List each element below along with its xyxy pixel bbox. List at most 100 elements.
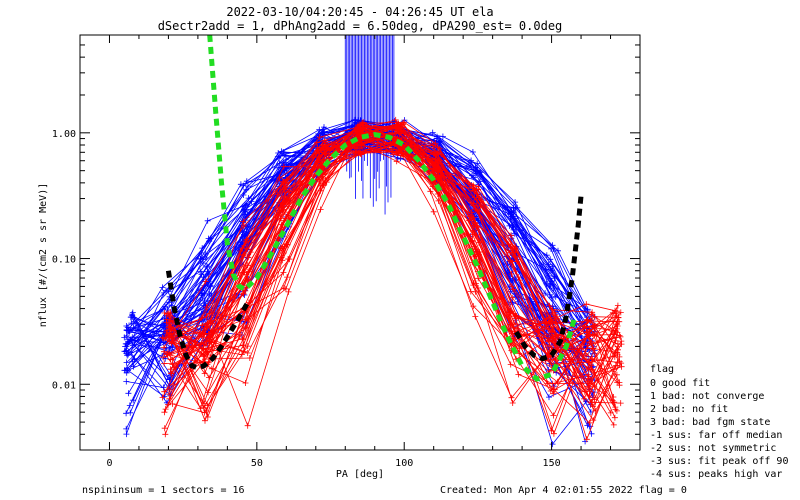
legend-entry: -4 sus: peaks high var — [650, 469, 782, 480]
data-point-marker — [618, 360, 625, 367]
data-point-marker — [516, 277, 523, 284]
data-point-marker — [354, 142, 361, 149]
data-point-marker — [511, 324, 517, 331]
data-point-marker — [128, 320, 135, 327]
data-point-marker — [160, 384, 167, 391]
data-point-marker — [555, 247, 561, 254]
data-point-marker — [167, 366, 174, 373]
data-point-marker — [474, 202, 481, 209]
data-point-marker — [160, 354, 167, 361]
data-point-marker — [470, 303, 477, 310]
data-point-marker — [400, 120, 406, 127]
data-point-marker — [516, 350, 523, 357]
data-point-marker — [243, 285, 250, 292]
data-point-marker — [551, 275, 558, 282]
data-point-marker — [201, 290, 208, 297]
data-point-marker — [465, 162, 472, 169]
data-point-marker — [240, 218, 247, 225]
data-point-marker — [240, 203, 246, 210]
data-point-marker — [430, 208, 437, 215]
data-point-marker — [161, 360, 168, 367]
data-point-marker — [470, 280, 477, 286]
data-point-marker — [427, 188, 434, 195]
data-point-marker — [284, 274, 291, 281]
y-tick-label: 0.01 — [52, 380, 76, 391]
data-point-marker — [354, 127, 361, 134]
data-point-marker — [549, 310, 556, 317]
data-point-marker — [547, 281, 554, 287]
data-point-marker — [203, 313, 210, 320]
data-point-marker — [169, 361, 176, 368]
data-point-marker — [205, 270, 212, 277]
data-point-marker — [476, 168, 483, 175]
data-point-marker — [508, 394, 515, 401]
data-point-marker — [469, 185, 476, 192]
data-point-marker — [545, 352, 552, 359]
data-point-marker — [548, 294, 555, 301]
data-trace — [127, 129, 591, 427]
data-point-marker — [161, 388, 168, 395]
data-point-marker — [166, 395, 173, 402]
data-point-marker — [512, 199, 519, 206]
y-axis-title: nflux [#/(cm2 s sr MeV)] — [38, 183, 49, 328]
data-point-marker — [511, 244, 518, 251]
data-point-marker — [161, 310, 168, 316]
data-point-marker — [439, 133, 446, 140]
legend-entry: -3 sus: fit peak off 90 — [650, 456, 788, 467]
data-point-marker — [587, 366, 593, 373]
data-point-marker — [204, 352, 211, 358]
data-point-marker — [469, 149, 476, 155]
data-point-marker — [316, 134, 323, 141]
legend-title: flag — [650, 364, 674, 375]
data-point-marker — [397, 155, 404, 162]
data-point-marker — [285, 288, 292, 295]
data-point-marker — [205, 330, 212, 337]
data-point-marker — [317, 159, 324, 166]
data-point-marker — [395, 146, 402, 152]
footer-left: nspininsum = 1 sectors = 16 — [82, 485, 245, 496]
data-point-marker — [282, 215, 289, 222]
data-point-marker — [286, 188, 293, 195]
data-point-marker — [432, 161, 439, 168]
data-point-marker — [551, 386, 558, 393]
data-point-marker — [590, 331, 597, 338]
data-point-marker — [127, 314, 134, 321]
data-point-marker — [618, 363, 625, 370]
data-point-marker — [123, 359, 130, 366]
data-point-marker — [162, 406, 169, 413]
data-point-marker — [391, 141, 398, 148]
data-point-marker — [240, 348, 247, 355]
data-point-marker — [584, 342, 591, 349]
data-point-marker — [319, 173, 325, 180]
data-point-marker — [126, 402, 133, 409]
x-axis-title: PA [deg] — [336, 469, 384, 480]
data-point-marker — [436, 157, 443, 164]
data-point-marker — [510, 286, 517, 293]
data-point-marker — [123, 326, 130, 333]
data-point-marker — [509, 294, 516, 301]
data-point-marker — [323, 179, 330, 186]
data-point-marker — [590, 417, 597, 424]
data-point-marker — [611, 414, 618, 421]
data-point-marker — [359, 144, 366, 151]
data-point-marker — [398, 128, 405, 135]
data-point-marker — [508, 208, 515, 215]
data-point-marker — [166, 386, 173, 393]
data-point-marker — [505, 241, 512, 248]
data-point-marker — [277, 211, 284, 218]
axes: 0 50 100 150 0.01 0.10 1.00 — [52, 34, 641, 469]
data-point-marker — [128, 336, 134, 343]
data-point-marker — [127, 409, 134, 416]
data-point-marker — [542, 290, 549, 297]
data-point-marker — [584, 318, 591, 324]
data-point-marker — [436, 145, 443, 152]
data-point-marker — [613, 325, 620, 332]
data-point-marker — [618, 338, 625, 345]
data-point-marker — [208, 309, 215, 315]
data-point-marker — [166, 330, 173, 337]
data-point-marker — [169, 400, 176, 407]
data-point-marker — [511, 313, 518, 319]
data-point-marker — [243, 186, 250, 193]
data-point-marker — [543, 252, 550, 259]
data-point-marker — [197, 256, 204, 263]
